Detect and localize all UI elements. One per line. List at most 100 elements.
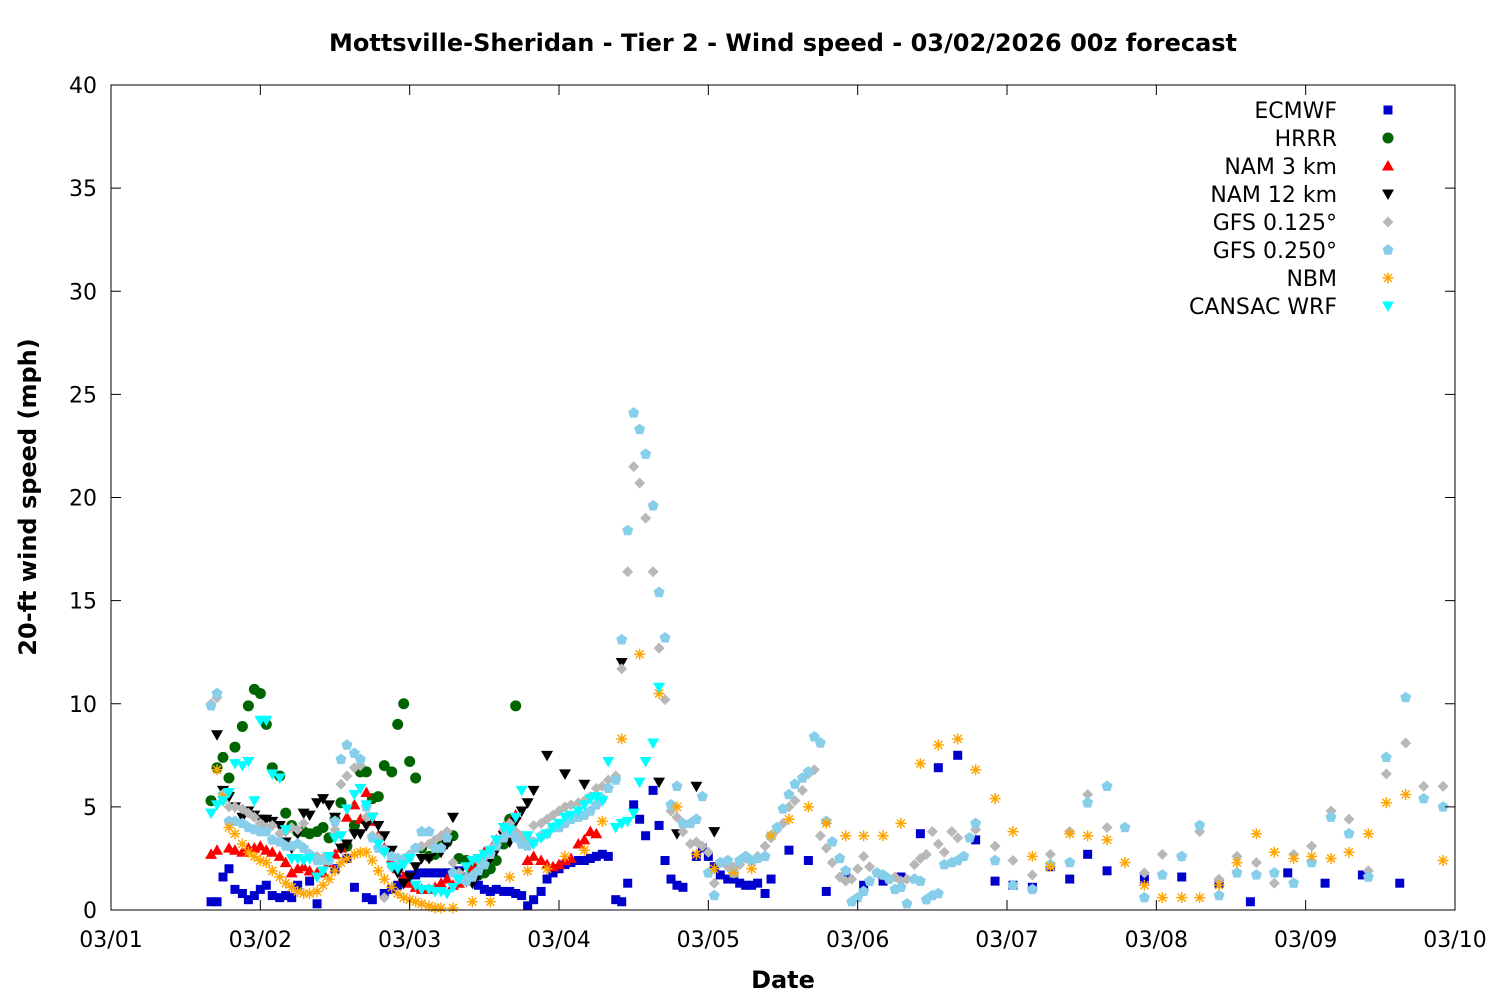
legend-label-nbm: NBM xyxy=(1286,267,1337,292)
data-point-nam-12-km xyxy=(423,853,436,865)
data-point-ecmwf xyxy=(1083,849,1093,859)
data-point-ecmwf xyxy=(623,878,633,888)
data-point-gfs-0-250 xyxy=(647,499,659,511)
data-point-nbm xyxy=(354,846,366,858)
data-point-gfs-0-125 xyxy=(938,846,950,858)
data-point-nam-12-km xyxy=(653,777,666,789)
data-point-gfs-0-250 xyxy=(610,774,622,785)
data-point-gfs-0-125 xyxy=(702,846,714,858)
data-point-gfs-0-250 xyxy=(348,747,360,758)
data-point-cansac-wrf xyxy=(535,833,548,844)
y-tick-label: 40 xyxy=(69,74,97,99)
data-point-gfs-0-250 xyxy=(1138,891,1150,903)
legend-label-nam-12-km: NAM 12 km xyxy=(1210,183,1337,208)
data-point-cansac-wrf xyxy=(205,808,218,820)
data-point-gfs-0-125 xyxy=(908,859,920,871)
data-point-gfs-0-250 xyxy=(335,753,347,765)
data-point-nbm xyxy=(1007,826,1019,838)
data-point-nam-3-km xyxy=(236,846,249,857)
data-point-ecmwf xyxy=(267,891,277,901)
data-point-hrrr xyxy=(280,807,292,819)
data-point-ecmwf xyxy=(367,895,377,905)
data-point-cansac-wrf xyxy=(236,761,249,772)
legend-label-ecmwf: ECMWF xyxy=(1254,99,1337,124)
data-point-cansac-wrf xyxy=(490,835,503,846)
data-point-ecmwf xyxy=(617,897,627,907)
data-point-gfs-0-250 xyxy=(840,865,852,876)
data-point-hrrr xyxy=(229,741,241,753)
data-point-nbm xyxy=(1044,861,1056,873)
data-point-gfs-0-250 xyxy=(510,832,522,843)
data-point-ecmwf xyxy=(548,868,558,878)
data-point-nam-12-km xyxy=(360,820,373,832)
data-point-ecmwf xyxy=(672,880,682,890)
x-tick-label: 03/04 xyxy=(527,928,590,953)
data-point-gfs-0-125 xyxy=(622,566,634,578)
data-point-cansac-wrf xyxy=(590,792,603,803)
data-point-nam-12-km xyxy=(211,730,224,741)
data-point-gfs-0-250 xyxy=(1119,821,1131,833)
data-point-nbm xyxy=(323,873,335,885)
data-point-gfs-0-250 xyxy=(441,832,453,843)
y-tick-label: 5 xyxy=(83,796,97,821)
data-point-cansac-wrf xyxy=(578,800,591,811)
data-point-gfs-0-250 xyxy=(1082,796,1094,808)
data-point-nbm xyxy=(559,850,571,862)
data-point-gfs-0-250 xyxy=(1026,883,1038,895)
data-point-nbm xyxy=(952,733,964,745)
data-point-nbm xyxy=(280,877,292,889)
data-point-cansac-wrf xyxy=(472,853,485,865)
data-point-cansac-wrf xyxy=(446,882,459,894)
data-point-gfs-0-250 xyxy=(653,586,665,598)
y-tick-label: 0 xyxy=(83,899,97,924)
data-point-gfs-0-250 xyxy=(628,407,640,418)
data-point-cansac-wrf xyxy=(311,872,324,883)
data-point-cansac-wrf xyxy=(260,715,273,727)
data-point-gfs-0-125 xyxy=(946,826,958,838)
data-point-gfs-0-250 xyxy=(1418,792,1430,804)
x-tick-label: 03/03 xyxy=(378,928,441,953)
data-point-ecmwf xyxy=(491,884,501,894)
data-point-ecmwf xyxy=(511,889,521,898)
data-point-gfs-0-250 xyxy=(1288,877,1300,888)
data-point-cansac-wrf xyxy=(503,825,516,836)
data-point-gfs-0-125 xyxy=(920,848,932,860)
legend-marker-nam-3-km xyxy=(1382,160,1394,171)
data-point-ecmwf xyxy=(430,868,440,878)
data-point-nam-3-km xyxy=(211,844,224,855)
data-point-gfs-0-125 xyxy=(602,774,614,786)
data-point-nbm xyxy=(360,846,372,858)
data-point-cansac-wrf xyxy=(222,787,235,799)
data-point-gfs-0-250 xyxy=(616,634,628,645)
data-point-gfs-0-250 xyxy=(211,687,223,699)
legend: ECMWF HRRR NAM 3 km NAM 12 km GFS 0.125° GFS … xyxy=(1189,99,1394,320)
data-point-nbm xyxy=(765,830,777,842)
data-point-nbm xyxy=(348,848,360,860)
data-point-gfs-0-250 xyxy=(640,448,652,459)
data-point-gfs-0-125 xyxy=(826,857,838,869)
data-point-nbm xyxy=(1026,850,1038,862)
x-tick-label: 03/05 xyxy=(677,928,740,953)
data-point-ecmwf xyxy=(281,891,291,901)
data-point-ecmwf xyxy=(629,800,639,810)
data-point-gfs-0-250 xyxy=(1213,889,1225,901)
data-point-nbm xyxy=(596,815,608,827)
data-point-gfs-0-250 xyxy=(895,881,907,892)
data-point-nam-12-km xyxy=(578,779,591,791)
data-point-cansac-wrf xyxy=(452,874,465,886)
data-point-ecmwf xyxy=(1177,872,1187,882)
legend-label-gfs-0-250: GFS 0.250° xyxy=(1213,239,1337,264)
data-point-gfs-0-125 xyxy=(696,840,708,852)
data-point-gfs-0-125 xyxy=(292,824,304,836)
data-point-gfs-0-250 xyxy=(1250,869,1262,880)
data-point-nam-3-km xyxy=(521,854,534,865)
data-point-nbm xyxy=(1325,852,1337,864)
data-point-gfs-0-250 xyxy=(410,842,422,853)
data-point-nbm xyxy=(970,764,982,776)
data-point-ecmwf xyxy=(579,856,589,865)
data-point-gfs-0-125 xyxy=(1418,780,1430,792)
data-point-ecmwf xyxy=(635,814,645,824)
data-point-nam-3-km xyxy=(205,848,218,859)
data-point-gfs-0-125 xyxy=(677,826,689,838)
data-point-gfs-0-250 xyxy=(1156,869,1168,880)
